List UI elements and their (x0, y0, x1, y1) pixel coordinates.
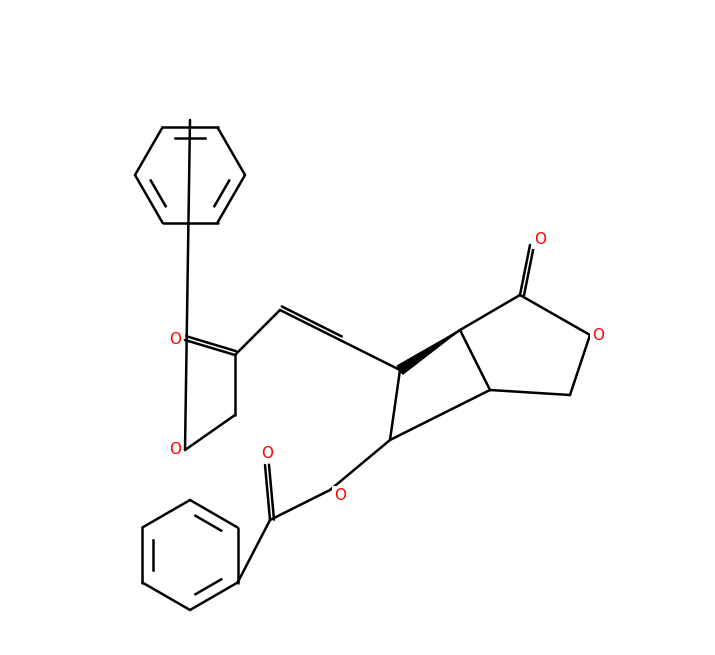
Text: O: O (169, 333, 181, 348)
Text: O: O (534, 233, 546, 248)
Text: O: O (592, 328, 604, 343)
Text: O: O (334, 487, 346, 502)
Text: O: O (261, 445, 273, 460)
Polygon shape (398, 330, 460, 374)
Text: O: O (169, 443, 181, 457)
